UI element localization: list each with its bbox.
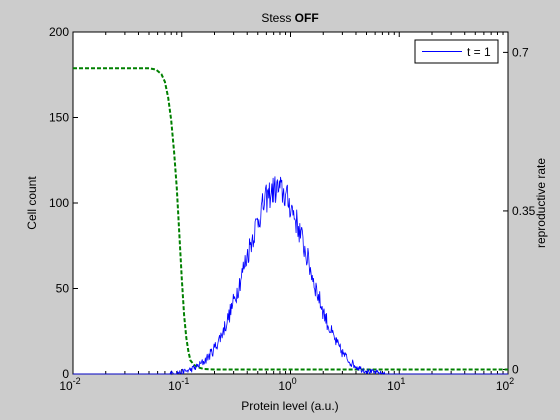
y2-axis-label: reproductive rate — [534, 158, 548, 248]
y-ticks: 0 50 100 150 200 — [49, 25, 78, 381]
y2-tick-label: 0 — [512, 362, 519, 376]
y-axis-label: Cell count — [25, 176, 39, 230]
x-tick-label: 10-2 — [59, 376, 80, 393]
series-t1 — [73, 176, 508, 376]
chart-title-bold: OFF — [295, 11, 319, 25]
y-tick-label: 0 — [62, 367, 69, 381]
x-tick-label: 10-1 — [168, 376, 189, 393]
x-tick-label: 100 — [278, 376, 296, 393]
chart-title: Stess OFF — [261, 11, 318, 25]
legend-entry: t = 1 — [467, 45, 491, 59]
y-tick-label: 200 — [49, 25, 69, 39]
y-tick-label: 100 — [49, 196, 69, 210]
chart-title-main: Stess — [261, 11, 294, 25]
y-tick-label: 50 — [56, 282, 70, 296]
plot-area — [72, 31, 509, 375]
x-tick-label: 102 — [496, 376, 514, 393]
y-tick-label: 150 — [49, 111, 69, 125]
x-axis-label: Protein level (a.u.) — [241, 399, 338, 413]
legend: t = 1 — [414, 39, 499, 64]
x-tick-label: 101 — [387, 376, 405, 393]
series-reproductive-rate — [73, 67, 508, 371]
y2-ticks: 0 0.35 0.7 — [503, 45, 536, 376]
y2-tick-label: 0.7 — [512, 45, 529, 59]
y2-tick-label: 0.35 — [512, 204, 536, 218]
